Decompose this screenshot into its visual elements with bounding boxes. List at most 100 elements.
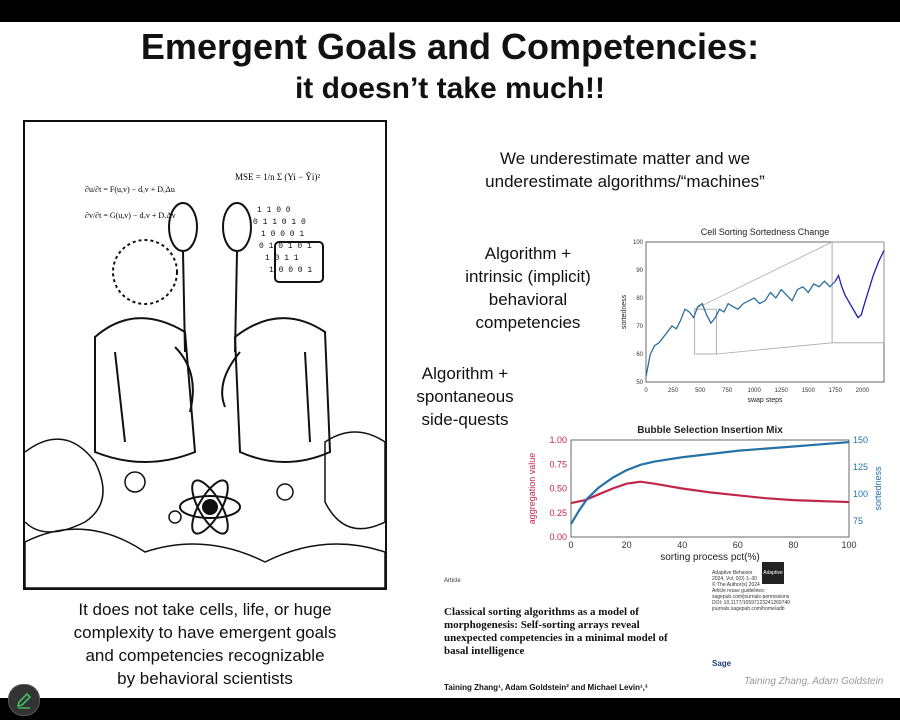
caption-line4: by behavioral scientists [117, 669, 293, 688]
y-tick-label-left: 0.25 [549, 508, 567, 518]
formula-mse: MSE = 1/n Σ (Yi − Ŷi)² [235, 172, 320, 182]
paper-meta-line2: 2024, Vol. 0(0) 1–30 [712, 576, 758, 582]
sidequests-line1: Algorithm + [421, 364, 509, 383]
sidequests-line2: spontaneous [416, 387, 514, 406]
formula-u: ∂u/∂t = F(u,v) − dᵤv + DᵤΔu [85, 185, 175, 194]
sidequests-text: Algorithm + spontaneous side-quests [400, 362, 530, 431]
chart-bubble-mix: Bubble Selection Insertion Mix 0 20 40 60 80 1… [527, 425, 883, 562]
edit-button[interactable] [8, 684, 40, 716]
zoom-connector [716, 342, 833, 355]
paper-authors: Taining Zhang¹, Adam Goldstein² and Mich… [444, 683, 648, 692]
svg-text:1 1 0 0: 1 1 0 0 [257, 206, 291, 215]
y-tick-label-left: 0.00 [549, 532, 567, 542]
y-tick-label: 70 [636, 324, 643, 330]
x-tick-label: 0 [568, 540, 573, 550]
caption-line2: complexity to have emergent goals [73, 623, 337, 642]
y-tick-label: 100 [633, 240, 644, 246]
chart-cell-sorting: Cell Sorting Sortedness Change 0 250 500 750… [621, 227, 885, 404]
underestimate-line2: underestimate algorithms/“machines” [485, 172, 765, 191]
y-tick-label-left: 1.00 [549, 435, 567, 445]
y-axis-label-right: sortedness [873, 466, 883, 511]
paper-meta-line1: Adaptive Behavior [712, 570, 753, 576]
x-tick-label: 100 [841, 540, 856, 550]
underestimate-line1: We underestimate matter and we [499, 149, 751, 168]
paper-meta-line6: DOI: 10.1177/10597123241269740 [712, 600, 791, 606]
publisher-logo: Sage [712, 659, 732, 668]
x-tick-label: 750 [722, 388, 733, 394]
y-tick-label-right: 75 [853, 516, 863, 526]
svg-text:1 0 0 0 1: 1 0 0 0 1 [269, 266, 312, 275]
svg-text:0 1 1 0 1 0: 0 1 1 0 1 0 [253, 218, 306, 227]
series-line-1 [834, 250, 885, 319]
x-tick-label: 1000 [748, 388, 762, 394]
zoom-connector [694, 241, 833, 310]
chart-title: Cell Sorting Sortedness Change [701, 227, 830, 237]
slide-title: Emergent Goals and Competencies: [140, 26, 760, 67]
paper-meta: Adaptive Behavior 2024, Vol. 0(0) 1–30 ©… [712, 570, 792, 612]
x-tick-label: 80 [788, 540, 798, 550]
intrinsic-line1: Algorithm + [484, 244, 572, 263]
sidequests-line3: side-quests [421, 410, 509, 429]
plot-frame [570, 439, 850, 538]
series-line-1 [570, 441, 850, 525]
left-figure [94, 202, 198, 463]
y-tick-label-right: 150 [853, 435, 868, 445]
x-tick-label: 0 [644, 388, 648, 394]
x-tick-label: 1500 [802, 388, 816, 394]
y-tick-label: 90 [636, 268, 643, 274]
x-axis-label: sorting process pct(%) [660, 552, 759, 562]
x-tick-label: 250 [668, 388, 679, 394]
y-tick-label: 50 [636, 380, 643, 386]
paper-meta-line7: journals.sagepub.com/home/adb [712, 606, 785, 612]
y-tick-label: 60 [636, 352, 643, 358]
series-line-0 [570, 480, 850, 505]
x-tick-label: 40 [677, 540, 687, 550]
formula-v: ∂v/∂t = G(u,v) − dᵥv + DᵥΔv [85, 211, 176, 220]
svg-text:1 0 1 1: 1 0 1 1 [265, 254, 299, 263]
journal-logo: Adaptive Behavior [762, 562, 784, 598]
x-tick-label: 500 [695, 388, 706, 394]
chart-title: Bubble Selection Insertion Mix [637, 425, 783, 436]
slide-subtitle: it doesn’t take much!! [294, 72, 606, 105]
intrinsic-line3: behavioral [488, 290, 568, 309]
cartoon-drawing: ∂u/∂t = F(u,v) − dᵤv + DᵤΔu ∂v/∂t = G(u,… [24, 172, 386, 589]
zoom-box-source [694, 308, 717, 355]
x-tick-label: 60 [733, 540, 743, 550]
intrinsic-line2: intrinsic (implicit) [465, 267, 591, 286]
y-axis-label: sortedness [621, 294, 628, 329]
x-tick-label: 1250 [775, 388, 789, 394]
bottom-bar [0, 698, 900, 720]
paper-meta-line5: sagepub.com/journals-permissions [712, 594, 790, 600]
plot-frame [645, 241, 885, 383]
x-tick-label: 20 [622, 540, 632, 550]
y-tick-label-right: 100 [853, 489, 868, 499]
series-line-0 [645, 280, 836, 377]
intrinsic-line4: competencies [475, 313, 581, 332]
paper-title: Classical sorting algorithms as a model … [444, 606, 668, 657]
right-figure [221, 202, 332, 463]
x-axis-label: swap steps [747, 397, 783, 404]
svg-text:1 0 0 0 1: 1 0 0 0 1 [261, 230, 304, 239]
atom-icon [179, 479, 241, 535]
image-credit: Taining Zhang, Adam Goldstein [744, 676, 884, 687]
binary-digits: 1 1 0 0 0 1 1 0 1 0 1 0 0 0 1 0 1 0 1 0 … [253, 206, 312, 275]
slide: Emergent Goals and Competencies: it does… [0, 22, 900, 698]
pencil-icon [16, 692, 32, 709]
caption-line3: and competencies recognizable [85, 646, 325, 665]
y-tick-label-left: 0.75 [549, 459, 567, 469]
paper-preview: Article Adaptive Behavior Adaptive Behav… [440, 562, 800, 692]
underestimate-text: We underestimate matter and we underesti… [460, 147, 790, 193]
x-tick-label: 2000 [856, 388, 870, 394]
svg-text:0 1 0 1 0 1: 0 1 0 1 0 1 [259, 242, 312, 251]
y-tick-label-left: 0.50 [549, 484, 567, 494]
y-axis-label-left: aggregation value [527, 453, 537, 525]
caption: It does not take cells, life, or huge co… [40, 598, 370, 690]
paper-label: Article [444, 578, 461, 584]
cartoon-illustration: ∂u/∂t = F(u,v) − dᵤv + DᵤΔu ∂v/∂t = G(u,… [23, 120, 387, 590]
x-tick-label: 1750 [829, 388, 843, 394]
y-tick-label-right: 125 [853, 462, 868, 472]
intrinsic-text: Algorithm + intrinsic (implicit) behavio… [448, 242, 608, 334]
caption-line1: It does not take cells, life, or huge [78, 600, 332, 619]
y-tick-label: 80 [636, 296, 643, 302]
zoom-box-target [831, 241, 885, 344]
